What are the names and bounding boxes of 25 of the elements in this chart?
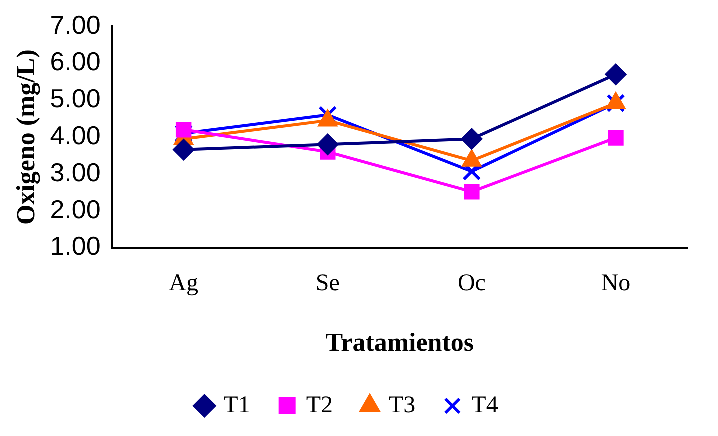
point xyxy=(605,64,626,86)
x-tick-label: Ag xyxy=(169,270,198,297)
y-tick-label: 1.00 xyxy=(50,231,101,262)
point xyxy=(461,128,482,150)
y-tick-label: 6.00 xyxy=(50,46,101,77)
y-axis-title: Oxigeno (mg/L) xyxy=(11,50,40,226)
point xyxy=(176,122,192,138)
legend-label: T1 xyxy=(224,392,250,418)
legend-label: T2 xyxy=(306,392,334,418)
point xyxy=(173,139,194,160)
point xyxy=(317,134,338,156)
x-tick-label: Oc xyxy=(458,270,486,297)
x-tick-label: No xyxy=(601,270,631,297)
point xyxy=(464,184,480,200)
y-tick-label: 7.00 xyxy=(50,10,101,40)
x-axis-title: Tratamientos xyxy=(326,328,474,358)
legend-label: T3 xyxy=(389,392,416,418)
legend-label: T4 xyxy=(472,392,498,418)
y-tick-label: 4.00 xyxy=(50,120,101,150)
y-tick-label: 5.00 xyxy=(50,84,101,114)
point xyxy=(608,130,624,146)
x-tick-label: Se xyxy=(316,270,340,297)
y-tick-label: 3.00 xyxy=(50,157,101,188)
y-tick-label: 2.00 xyxy=(50,194,101,224)
point xyxy=(606,94,626,113)
